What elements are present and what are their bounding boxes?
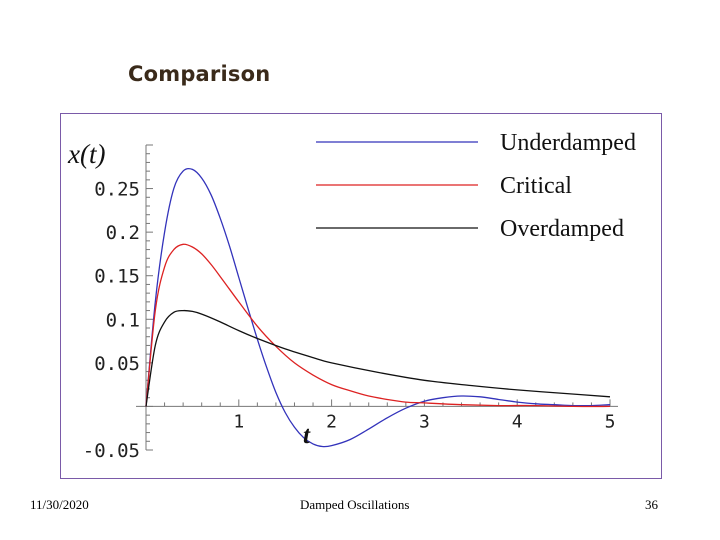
legend-label-overdamped: Overdamped [500, 216, 624, 242]
series-line-critical [145, 243, 611, 408]
x-tick-label: 4 [512, 411, 523, 432]
x-tick-label: 1 [233, 411, 244, 432]
series-line-overdamped [145, 309, 611, 407]
damped-oscillations-chart: 0.25 0.2 0.15 0.1 0.05 -0.05 1 2 3 4 5 Underdamped… [67, 130, 636, 462]
page-number: 36 [645, 497, 658, 512]
y-axis-title: x(t) [67, 139, 105, 169]
x-tick-label: 3 [419, 411, 430, 432]
y-tick-label: 0.2 [106, 222, 140, 244]
series-line-underdamped [145, 167, 611, 448]
y-tick-label: -0.05 [83, 440, 140, 462]
footer-title: Damped Oscillations [300, 497, 410, 512]
x-tick-label: 5 [605, 411, 616, 432]
legend-label-underdamped: Underdamped [500, 130, 636, 156]
x-tick-label: 2 [326, 411, 337, 432]
slide-title: Comparison [128, 62, 271, 86]
x-axis-title: t [303, 422, 311, 449]
y-tick-label: 0.15 [94, 266, 140, 288]
legend-label-critical: Critical [500, 173, 572, 199]
legend: Underdamped Critical Overdamped [316, 130, 636, 242]
y-tick-label: 0.05 [94, 353, 140, 375]
footer-date: 11/30/2020 [30, 497, 89, 512]
plot-frame [60, 113, 662, 479]
y-tick-label: 0.25 [94, 179, 140, 201]
y-tick-label: 0.1 [106, 309, 140, 331]
series-layer [145, 167, 611, 448]
